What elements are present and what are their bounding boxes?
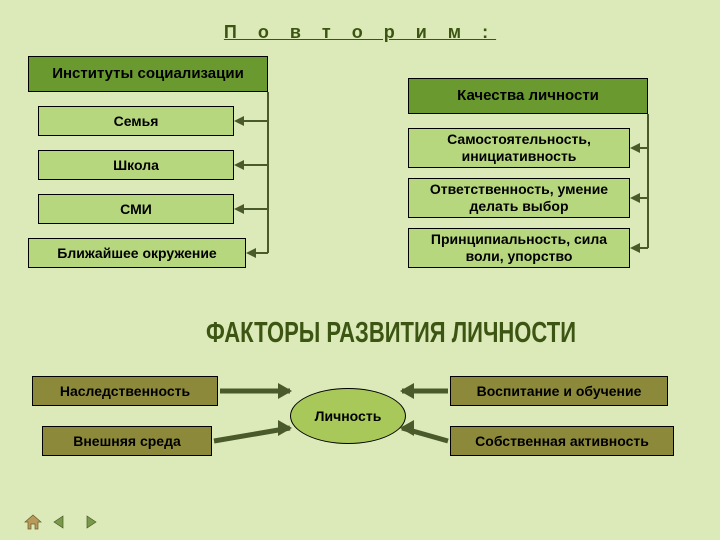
nav-buttons [22,512,100,532]
left-item-3: Ближайшее окружение [28,238,246,268]
left-header-box: Институты социализации [28,56,268,92]
factor-left-1: Внешняя среда [42,426,212,456]
factor-left-0: Наследственность [32,376,218,406]
forward-button[interactable] [78,512,100,532]
right-item-1: Ответственность, умение делать выбор [408,178,630,218]
home-button[interactable] [22,512,44,532]
right-header-text: Качества личности [457,87,599,105]
back-button[interactable] [50,512,72,532]
ellipse-text: Личность [315,408,382,424]
left-header-text: Институты социализации [52,65,244,83]
left-item-1: Школа [38,150,234,180]
page-title: П о в т о р и м : [0,22,720,43]
right-item-2: Принципиальность, сила воли, упорство [408,228,630,268]
left-item-0: Семья [38,106,234,136]
factors-subtitle: ФАКТОРЫ РАЗВИТИЯ ЛИЧНОСТИ [206,316,576,350]
right-header-box: Качества личности [408,78,648,114]
left-item-2: СМИ [38,194,234,224]
factor-right-1: Собственная активность [450,426,674,456]
factor-right-0: Воспитание и обучение [450,376,668,406]
right-item-0: Самостоятельность, инициативность [408,128,630,168]
center-ellipse: Личность [290,388,406,444]
